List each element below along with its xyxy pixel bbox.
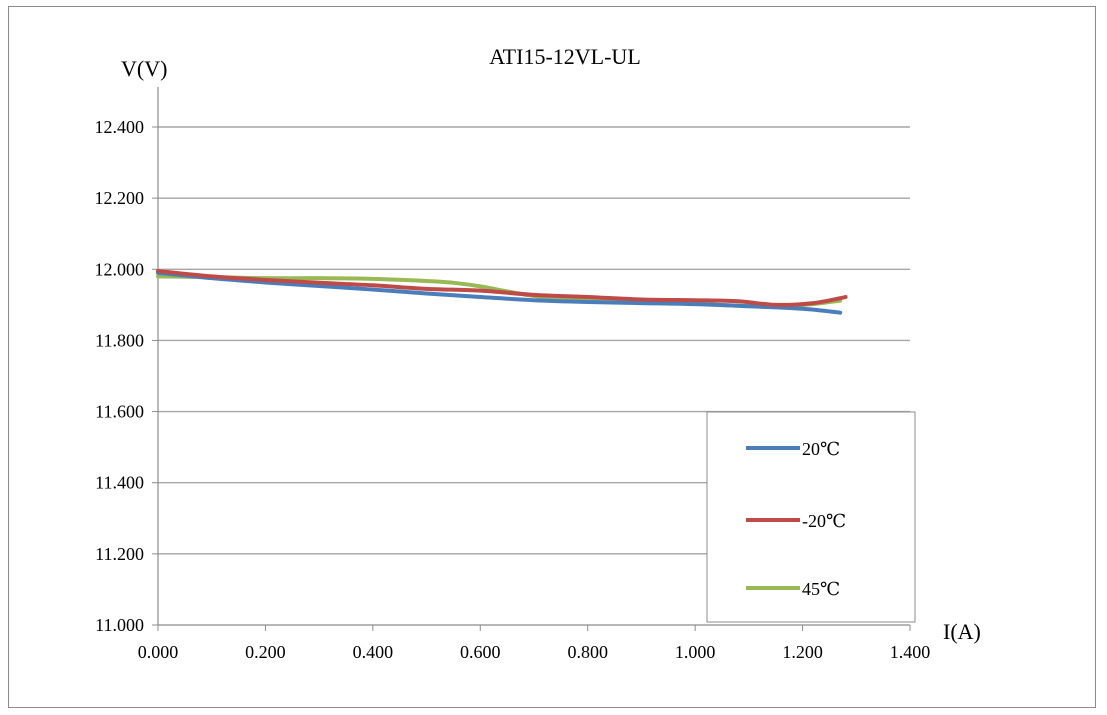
y-tick-label: 12.400 <box>95 117 145 137</box>
y-tick-label: 11.800 <box>95 330 144 350</box>
y-tick-label: 11.000 <box>95 615 144 635</box>
x-tick-label: 0.600 <box>460 642 501 662</box>
legend: 20℃ -20℃ 45℃ <box>706 411 916 623</box>
y-tick-label: 11.200 <box>95 544 144 564</box>
x-tick-label: 1.400 <box>890 642 931 662</box>
x-axis-label: I(A) <box>943 619 981 644</box>
legend-label: 45℃ <box>802 579 840 599</box>
y-tick-label: 11.400 <box>95 473 144 493</box>
y-tick-label: 12.200 <box>95 188 145 208</box>
tick-labels: 11.000 11.200 11.400 11.600 11.800 12.000 12.2… <box>95 117 931 662</box>
x-tick-label: 0.200 <box>245 642 286 662</box>
series-line <box>156 269 848 307</box>
y-tick-label: 11.600 <box>95 402 144 422</box>
x-tick-label: 1.200 <box>782 642 823 662</box>
series-lines <box>156 269 848 315</box>
legend-label: -20℃ <box>802 511 846 531</box>
y-tick-label: 12.000 <box>95 259 145 279</box>
legend-label: 20℃ <box>802 439 840 459</box>
chart-title: ATI15-12VL-UL <box>489 44 641 69</box>
series-line <box>156 270 843 315</box>
x-tick-label: 0.000 <box>138 642 179 662</box>
y-axis-label: V(V) <box>121 56 167 81</box>
legend-box <box>706 411 916 623</box>
x-tick-label: 1.000 <box>675 642 716 662</box>
axes <box>152 87 911 631</box>
x-tick-label: 0.400 <box>353 642 394 662</box>
x-tick-label: 0.800 <box>567 642 608 662</box>
